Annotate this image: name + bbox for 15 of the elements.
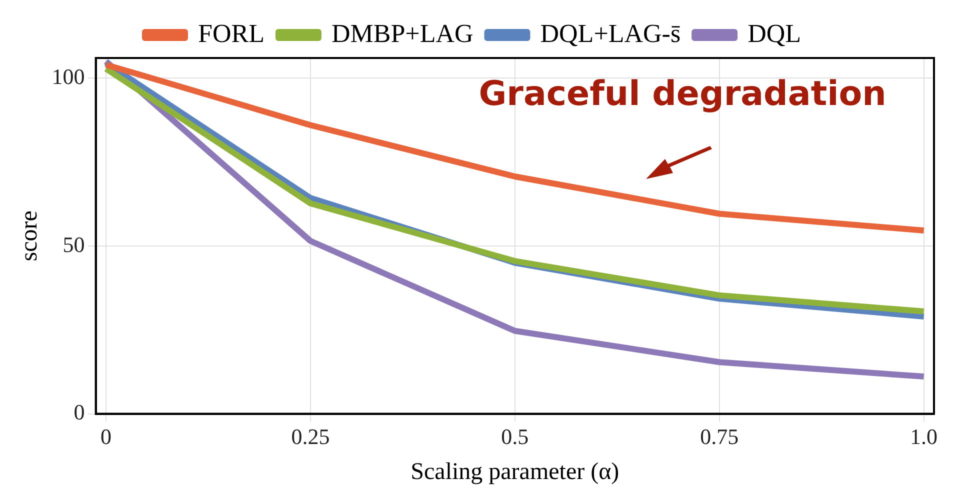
y-tick-label: 100 (52, 64, 85, 89)
y-tick-label: 0 (74, 400, 85, 425)
legend-label: DQL+LAG-s̄ (540, 18, 681, 48)
legend-label: DMBP+LAG (331, 18, 474, 48)
x-tick-label: 0 (100, 424, 112, 449)
x-axis-title: Scaling parameter (α) (410, 458, 620, 485)
y-axis-title: score (16, 210, 43, 262)
y-tick-label: 50 (62, 232, 85, 257)
x-tick-label: 0.25 (291, 424, 330, 449)
x-tick-label: 1.0 (910, 424, 938, 449)
x-tick-label: 0.5 (501, 424, 529, 449)
legend-label: FORL (198, 18, 264, 48)
annotation: Graceful degradation (478, 74, 886, 114)
x-tick-label: 0.75 (700, 424, 739, 449)
legend-label: DQL (748, 18, 801, 48)
